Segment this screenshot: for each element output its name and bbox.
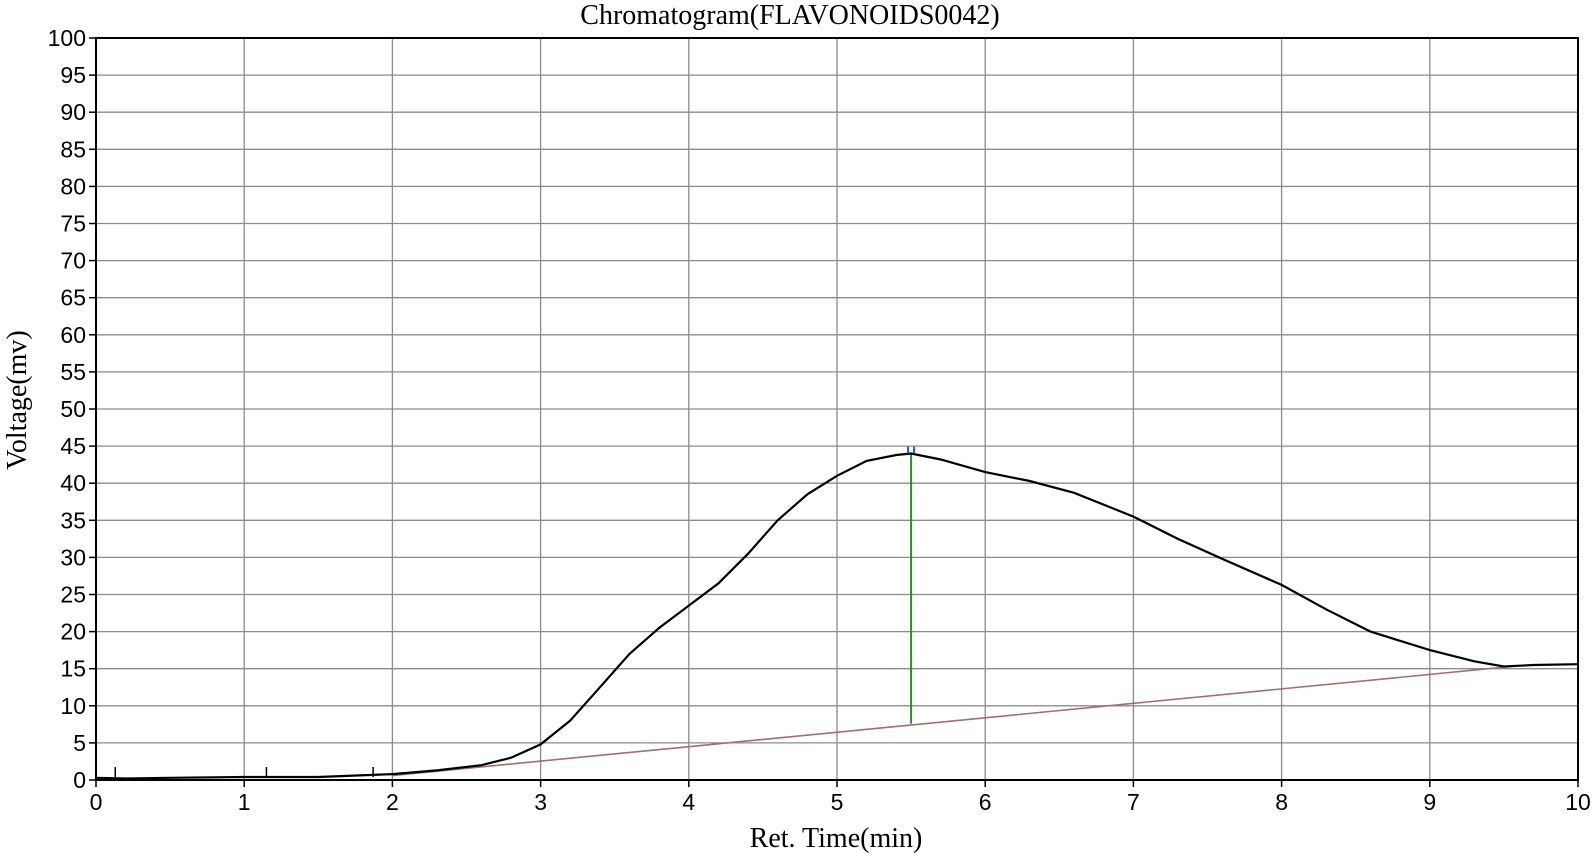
x-tick-label: 5 [831,789,844,815]
plot-frame [95,37,1579,781]
chart-title: Chromatogram(FLAVONOIDS0042) [580,0,999,31]
x-tick-label: 2 [386,789,399,815]
y-tick-label: 80 [60,173,86,199]
y-tick-label: 75 [60,211,86,237]
integration-baseline [392,665,1512,777]
y-tick-label: 85 [60,136,86,162]
y-tick-label: 55 [60,359,86,385]
y-tick-label: 40 [60,470,86,496]
y-tick-label: 35 [60,507,86,533]
y-tick-label: 70 [60,248,86,274]
y-tick-label: 90 [60,99,86,125]
x-tick-label: 0 [90,789,103,815]
y-tick-label: 15 [60,656,86,682]
x-tick-label: 1 [238,789,251,815]
axis-ticks: 0 1 2 3 4 5 6 7 8 9 100510152025303540455055606570… [48,25,1591,815]
grid [95,37,1579,781]
y-tick-label: 10 [60,693,86,719]
y-tick-label: 5 [73,730,86,756]
y-tick-label: 45 [60,433,86,459]
y-tick-label: 30 [60,544,86,570]
x-tick-label: 9 [1423,789,1436,815]
y-tick-label: 25 [60,582,86,608]
x-tick-label: 8 [1275,789,1288,815]
x-tick-label: 6 [979,789,992,815]
y-tick-label: 0 [73,767,86,793]
signal-trace [95,452,1579,780]
y-tick-label: 95 [60,62,86,88]
y-tick-label: 50 [60,396,86,422]
x-tick-label: 4 [682,789,695,815]
x-axis-label: Ret. Time(min) [750,823,923,854]
x-tick-label: 3 [534,789,547,815]
x-tick-label: 10 [1565,789,1591,815]
y-axis-label: Voltage(mv) [2,330,33,469]
x-tick-label: 7 [1127,789,1140,815]
y-tick-label: 100 [48,25,86,51]
y-tick-label: 20 [60,619,86,645]
y-tick-label: 60 [60,322,86,348]
y-tick-label: 65 [60,285,86,311]
series-layer [95,446,1579,780]
